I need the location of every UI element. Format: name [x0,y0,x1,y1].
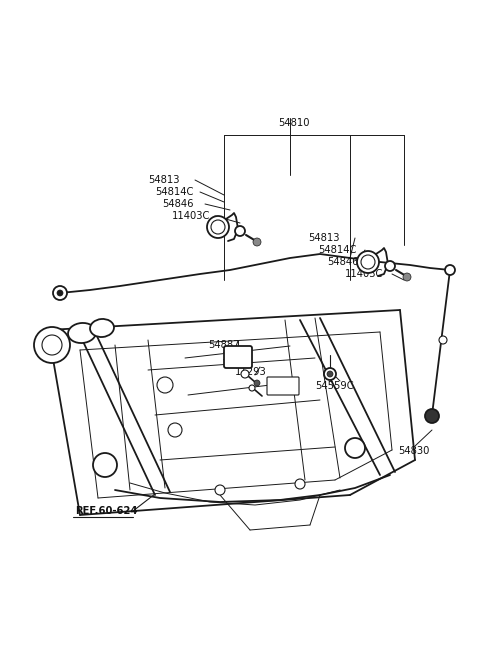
Circle shape [168,423,182,437]
Text: 54814C: 54814C [318,245,356,255]
Circle shape [324,368,336,380]
Circle shape [403,273,411,281]
Circle shape [385,261,395,271]
Text: 54846: 54846 [327,257,359,267]
Text: 54886: 54886 [266,381,298,391]
Circle shape [439,336,447,344]
Text: 54813: 54813 [308,233,339,243]
Ellipse shape [361,255,375,269]
Text: 11293: 11293 [235,367,267,377]
Text: 11403C: 11403C [172,211,210,221]
Circle shape [34,327,70,363]
Circle shape [254,380,260,386]
Text: 54814C: 54814C [155,187,193,197]
Ellipse shape [90,319,114,337]
Text: 54810: 54810 [278,118,310,128]
Circle shape [215,485,225,495]
Ellipse shape [207,216,229,238]
Circle shape [445,265,455,275]
Text: 11403C: 11403C [345,269,384,279]
Circle shape [295,479,305,489]
Circle shape [53,286,67,300]
Circle shape [253,238,261,246]
Text: 54830: 54830 [398,446,430,456]
Ellipse shape [211,220,225,234]
Text: 11293: 11293 [222,352,254,362]
Circle shape [327,371,333,377]
Circle shape [425,409,439,423]
Text: 54887: 54887 [208,340,240,350]
Ellipse shape [357,251,379,273]
Text: 54559C: 54559C [315,381,354,391]
Text: 54813: 54813 [148,175,180,185]
Circle shape [345,438,365,458]
FancyBboxPatch shape [267,377,299,395]
Circle shape [235,226,245,236]
Text: REF.60-624: REF.60-624 [75,506,137,516]
Circle shape [249,385,255,391]
Circle shape [93,453,117,477]
Circle shape [241,370,249,378]
Text: 54846: 54846 [162,199,193,209]
Ellipse shape [68,323,96,343]
FancyBboxPatch shape [224,346,252,368]
Circle shape [157,377,173,393]
Circle shape [57,290,63,296]
Circle shape [42,335,62,355]
